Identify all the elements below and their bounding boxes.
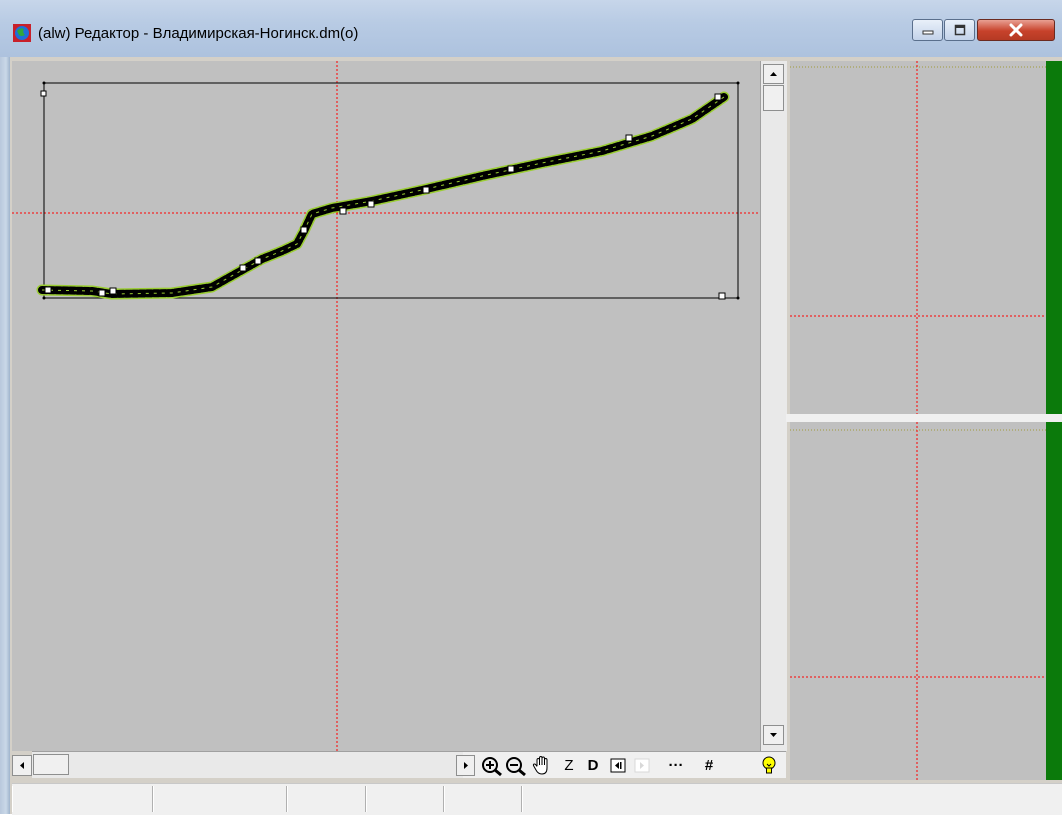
arrow-up-icon xyxy=(770,72,777,76)
route-track[interactable] xyxy=(36,91,730,300)
frame-handle[interactable] xyxy=(40,90,47,97)
minimize-icon xyxy=(922,30,933,35)
scroll-up-button[interactable] xyxy=(763,64,784,84)
dots-button[interactable]: ··· xyxy=(668,757,684,774)
right-top-green-bar xyxy=(1046,61,1062,414)
d-button[interactable]: D xyxy=(587,757,599,774)
title-bar[interactable]: (alw) Редактор - Владимирская-Ногинск.dm… xyxy=(0,0,1062,57)
scroll-down-button[interactable] xyxy=(763,725,784,745)
grid-button[interactable]: # xyxy=(704,757,714,774)
status-panel xyxy=(153,786,287,812)
triangle-right-icon xyxy=(464,762,468,769)
frame-handle[interactable] xyxy=(718,292,726,300)
right-top-pane[interactable] xyxy=(790,61,1046,414)
arrow-down-icon xyxy=(770,733,777,737)
hand-icon xyxy=(532,755,548,775)
maximize-icon xyxy=(954,24,965,36)
zoom-out-icon xyxy=(506,757,526,777)
status-panel xyxy=(12,786,153,812)
arrow-left-icon xyxy=(20,762,24,769)
zoom-in-icon xyxy=(482,757,502,777)
zoom-in-button[interactable] xyxy=(480,755,504,777)
pane-splitter[interactable] xyxy=(786,414,1062,422)
right-bottom-drawing xyxy=(790,422,1046,780)
z-button[interactable]: Z xyxy=(564,757,574,774)
status-bar xyxy=(12,783,1062,815)
map-toolbar: Z D ··· # xyxy=(456,751,786,778)
selection-frame[interactable] xyxy=(43,82,739,299)
window-title: (alw) Редактор - Владимирская-Ногинск.dm… xyxy=(38,25,359,42)
status-panel xyxy=(287,786,366,812)
frame-prev-icon xyxy=(610,758,626,773)
scroll-right-button[interactable] xyxy=(456,755,475,776)
lightbulb-icon xyxy=(762,756,776,774)
frame-corner xyxy=(42,81,46,85)
vertical-scrollbar[interactable] xyxy=(760,61,787,751)
frame-corner xyxy=(736,81,740,85)
horizontal-scrollbar[interactable] xyxy=(32,751,463,778)
maximize-button[interactable] xyxy=(944,19,975,41)
pan-button[interactable] xyxy=(529,755,555,777)
frame-corner xyxy=(736,296,740,300)
frame-prev-button[interactable] xyxy=(607,755,629,777)
zoom-out-button[interactable] xyxy=(504,755,528,777)
bulb-button[interactable] xyxy=(758,755,780,777)
close-icon xyxy=(1009,23,1023,37)
window-left-border xyxy=(0,57,10,814)
right-bottom-green-bar xyxy=(1046,422,1062,780)
horizontal-scroll-thumb[interactable] xyxy=(33,754,69,775)
close-button[interactable] xyxy=(977,19,1055,41)
vertical-scroll-thumb[interactable] xyxy=(763,85,784,111)
minimize-button[interactable] xyxy=(912,19,943,41)
right-bottom-pane[interactable] xyxy=(790,422,1046,780)
status-panel xyxy=(522,786,1060,812)
globe-icon xyxy=(13,24,31,42)
right-top-drawing xyxy=(790,61,1046,414)
scroll-left-button[interactable] xyxy=(12,755,32,776)
status-panel xyxy=(366,786,444,812)
map-canvas[interactable] xyxy=(12,61,760,751)
frame-next-button[interactable] xyxy=(631,755,653,777)
frame-corner xyxy=(42,296,46,300)
map-drawing xyxy=(12,61,760,751)
frame-next-icon xyxy=(634,758,650,773)
status-panel xyxy=(444,786,522,812)
